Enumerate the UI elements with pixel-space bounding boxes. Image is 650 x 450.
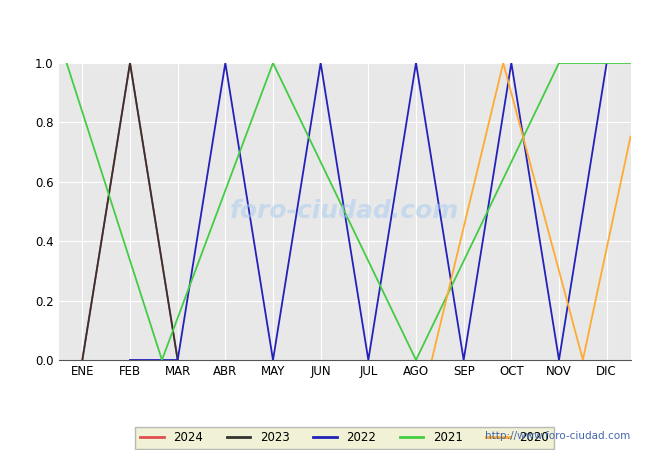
2020 bbox=[499, 60, 507, 66]
2021 bbox=[610, 60, 618, 66]
Line: 2023: 2023 bbox=[83, 63, 177, 360]
Text: Matriculaciones de Vehiculos en Pajares de la Laguna: Matriculaciones de Vehiculos en Pajares … bbox=[111, 19, 540, 35]
Text: foro-ciudad.com: foro-ciudad.com bbox=[230, 199, 459, 224]
2023 bbox=[174, 357, 181, 363]
2020 bbox=[621, 161, 629, 166]
Line: 2020: 2020 bbox=[432, 63, 630, 360]
2020 bbox=[584, 332, 592, 337]
Legend: 2024, 2023, 2022, 2021, 2020: 2024, 2023, 2022, 2021, 2020 bbox=[135, 427, 554, 449]
2020 bbox=[428, 357, 436, 363]
2021 bbox=[322, 171, 330, 176]
2022 bbox=[555, 357, 563, 363]
2021 bbox=[92, 150, 99, 155]
Text: http://www.foro-ciudad.com: http://www.foro-ciudad.com bbox=[486, 431, 630, 441]
2022 bbox=[603, 60, 610, 66]
2022 bbox=[317, 60, 324, 66]
2022 bbox=[126, 357, 134, 363]
2021 bbox=[158, 357, 166, 363]
2023 bbox=[126, 60, 134, 66]
2021 bbox=[627, 60, 634, 66]
2020 bbox=[627, 134, 634, 140]
Line: 2021: 2021 bbox=[66, 63, 630, 360]
2022 bbox=[222, 60, 229, 66]
2024 bbox=[174, 357, 181, 363]
2020 bbox=[621, 161, 629, 166]
Line: 2024: 2024 bbox=[83, 63, 177, 360]
2022 bbox=[269, 357, 277, 363]
2020 bbox=[438, 315, 446, 320]
2020 bbox=[525, 154, 532, 160]
2021 bbox=[507, 160, 515, 166]
2021 bbox=[62, 60, 70, 66]
Line: 2022: 2022 bbox=[130, 63, 606, 360]
2021 bbox=[610, 60, 618, 66]
2022 bbox=[412, 60, 420, 66]
2021 bbox=[337, 202, 345, 207]
2023 bbox=[79, 357, 86, 363]
2022 bbox=[460, 357, 467, 363]
2022 bbox=[365, 357, 372, 363]
2022 bbox=[174, 357, 181, 363]
2022 bbox=[508, 60, 515, 66]
2024 bbox=[79, 357, 86, 363]
2024 bbox=[126, 60, 134, 66]
2020 bbox=[519, 135, 527, 140]
